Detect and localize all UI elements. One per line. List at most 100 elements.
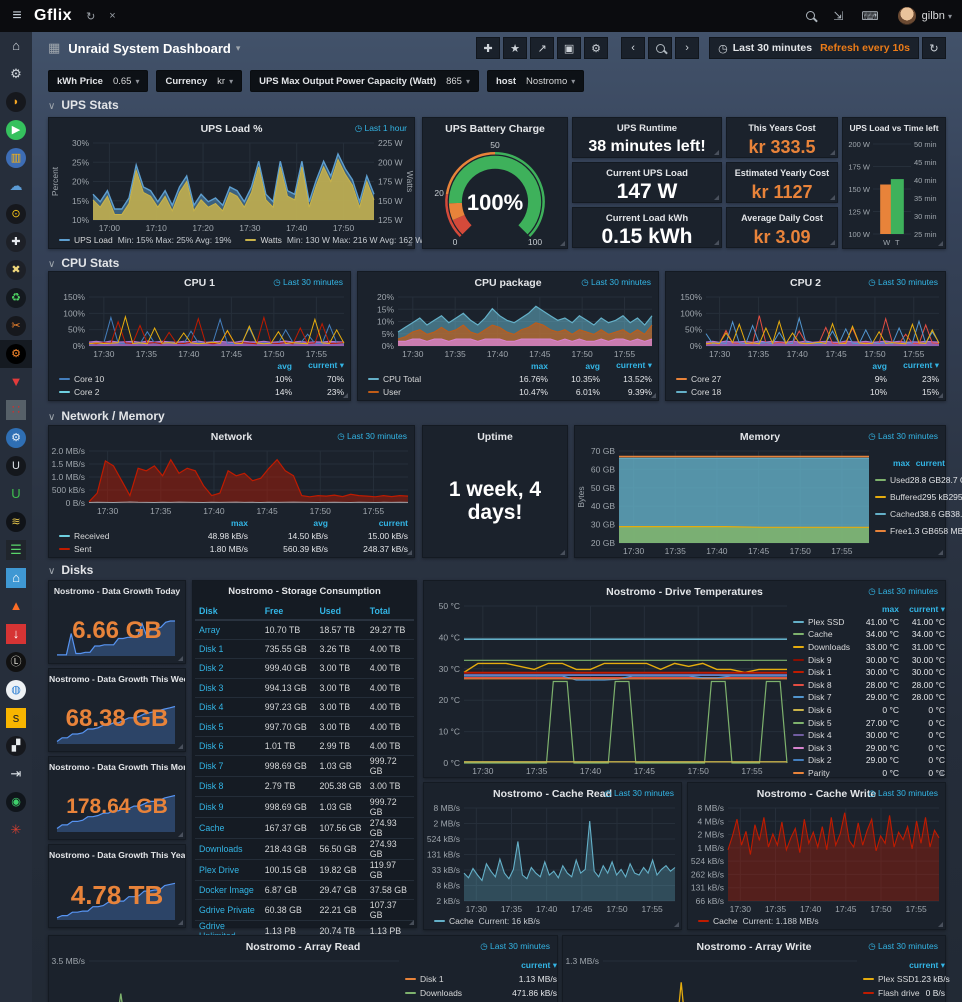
dashboard-title[interactable]: Unraid System Dashboard xyxy=(68,40,231,56)
series-label[interactable]: Flash drive xyxy=(863,988,920,998)
storage-col-header[interactable]: Disk xyxy=(195,603,261,621)
legend-sort-header[interactable]: current ▾ xyxy=(909,603,945,614)
time-shift-left-button[interactable]: ‹ xyxy=(621,37,646,59)
bar-W[interactable] xyxy=(880,184,894,235)
sidebar-item-app-radarr-icon[interactable]: ◗ xyxy=(0,88,32,116)
keyboard-shortcuts-icon[interactable]: ⌨ xyxy=(861,9,879,23)
disk-name-cell[interactable]: Disk 3 xyxy=(195,678,261,699)
array-read-chart[interactable]: 3.5 MB/s3.0 MB/s2.5 MB/s xyxy=(49,956,405,1002)
sidebar-item-app-cloud-icon[interactable]: ☁ xyxy=(0,172,32,200)
panel-title[interactable]: This Years Cost xyxy=(748,123,816,133)
user-avatar[interactable] xyxy=(897,7,916,25)
legend-sort-header[interactable]: current xyxy=(378,517,408,528)
sidebar-item-app-tautulli-icon[interactable]: ▥ xyxy=(0,144,32,172)
cpu1-chart[interactable]: 150% 100% 50% 0% 17:30 17:35 17:40 17:45 17:50 17… xyxy=(49,292,350,360)
legend-sort-header[interactable]: max xyxy=(530,360,548,371)
user-menu[interactable]: gilbn ▾ xyxy=(921,10,952,22)
series-label[interactable]: Cache xyxy=(793,629,853,639)
panel-title[interactable]: Nostromo - Array Write xyxy=(696,941,812,953)
share-dashboard-button[interactable]: ↗ xyxy=(530,37,555,59)
panel-title[interactable]: Nostromo - Array Read xyxy=(245,941,361,953)
panel-title[interactable]: Network xyxy=(210,431,253,443)
panel-title[interactable]: Current Load kWh xyxy=(605,213,689,224)
series-label[interactable]: Parity xyxy=(793,768,853,778)
memory-chart[interactable]: 70 GB 60 GB 50 GB 40 GB 30 GB 20 GB Bytes 17:30… xyxy=(575,446,875,557)
panel-title[interactable]: UPS Load % xyxy=(200,123,263,135)
legend-sort-header[interactable]: max xyxy=(881,604,899,615)
series-label[interactable]: Downloads xyxy=(793,642,853,652)
series-label[interactable]: Buffered xyxy=(875,492,922,502)
legend-sort-header[interactable]: current ▾ xyxy=(903,360,939,370)
variable-kwh-price[interactable]: kWh Price 0.65 ▾ xyxy=(48,70,149,92)
storage-col-header[interactable]: Free xyxy=(260,603,316,621)
sidebar-item-app-cluster-icon[interactable]: ∷ xyxy=(0,396,32,424)
nav-refresh-icon[interactable]: ↻ xyxy=(86,10,96,23)
legend-sort-header[interactable]: max xyxy=(892,457,910,468)
star-dashboard-button[interactable]: ★ xyxy=(503,37,528,59)
legend-sort-header[interactable]: current xyxy=(915,457,945,468)
save-dashboard-button[interactable]: ▣ xyxy=(557,37,582,59)
variable-currency[interactable]: Currency kr ▾ xyxy=(156,70,243,92)
legend-sort-header[interactable]: avg xyxy=(585,360,600,371)
dashboard-settings-button[interactable]: ⚙ xyxy=(584,37,609,59)
sidebar-item-app-sonarr-icon[interactable]: ▶ xyxy=(0,116,32,144)
sidebar-item-app-github-icon[interactable]: ◉ xyxy=(0,788,32,816)
panel-title[interactable]: Nostromo - Cache Read xyxy=(492,788,613,800)
series-label[interactable]: Disk 2 xyxy=(793,755,853,765)
series-label[interactable]: Disk 5 xyxy=(793,718,853,728)
panel-time-range[interactable]: ◷ Last 30 minutes xyxy=(337,431,407,441)
series-label[interactable]: Received xyxy=(59,531,168,541)
series-label[interactable]: Core 27 xyxy=(676,374,835,384)
hamburger-menu-icon[interactable]: ≡ xyxy=(12,7,22,24)
series-label[interactable]: Disk 9 xyxy=(793,655,853,665)
panel-title[interactable]: Current UPS Load xyxy=(606,168,688,179)
storage-col-header[interactable]: Used xyxy=(315,603,366,621)
network-chart[interactable]: 2.0 MB/s 1.5 MB/s 1.0 MB/s 500 kB/s 0 B/s 17:… xyxy=(49,446,414,517)
legend-sort-header[interactable]: current ▾ xyxy=(308,360,344,370)
sidebar-item-app-lazylibrarian-icon[interactable]: Ⓛ xyxy=(0,648,32,676)
drive-temps-chart[interactable]: 50 °C 40 °C 30 °C 20 °C 10 °C 0 °C 17:30 17:35 1… xyxy=(424,601,793,777)
sidebar-item-app-search-icon[interactable]: ⊙ xyxy=(0,200,32,228)
disk-name-cell[interactable]: Plex Drive xyxy=(195,859,261,881)
time-shift-right-button[interactable]: › xyxy=(675,37,700,59)
panel-time-range[interactable]: ◷ Last 30 minutes xyxy=(868,788,938,798)
series-label[interactable]: Core 2 xyxy=(59,387,240,397)
variable-ups-max-output-power-capacity-watt-[interactable]: UPS Max Output Power Capacity (Watt) 865 ▾ xyxy=(250,70,479,92)
panel-title[interactable]: CPU 1 xyxy=(184,277,215,289)
bar-T[interactable] xyxy=(890,179,904,234)
panel-title[interactable]: Nostromo - Data Growth This Month xyxy=(49,762,185,772)
sidebar-item-home-icon[interactable]: ⌂ xyxy=(0,32,32,60)
disk-name-cell[interactable]: Disk 7 xyxy=(195,755,261,778)
panel-title[interactable]: Nostromo - Data Growth This Week xyxy=(49,674,185,684)
series-label[interactable]: Disk 1 xyxy=(793,667,853,677)
legend-sort-header[interactable]: avg xyxy=(313,517,328,528)
search-icon[interactable] xyxy=(806,9,816,23)
series-label[interactable]: Disk 3 xyxy=(793,743,853,753)
panel-title[interactable]: Nostromo - Data Growth Today xyxy=(53,586,181,596)
series-label[interactable]: Disk 7 xyxy=(793,692,853,702)
section-network-memory[interactable]: ∨ Network / Memory xyxy=(48,409,165,423)
sidebar-item-app-drop-icon[interactable]: ◍ xyxy=(0,676,32,704)
series-label[interactable]: Plex SSD xyxy=(863,974,914,984)
sidebar-item-app-shield-icon[interactable]: ▼ xyxy=(0,368,32,396)
cache-write-chart[interactable]: 8 MB/s 4 MB/s 2 MB/s 1 MB/s 524 kB/s 262 kB/s… xyxy=(688,803,945,915)
series-label[interactable]: Cache xyxy=(449,916,474,926)
sidebar-item-app-ubiquiti-icon[interactable]: U xyxy=(0,452,32,480)
panel-time-range[interactable]: ◷ Last 30 minutes xyxy=(581,277,651,287)
disk-name-cell[interactable]: Cache xyxy=(195,817,261,839)
series-label[interactable]: Core 10 xyxy=(59,374,240,384)
panel-time-range[interactable]: ◷ Last 30 minutes xyxy=(480,941,550,951)
sidebar-item-app-unraid-icon[interactable]: U xyxy=(0,480,32,508)
legend-sort-header[interactable]: max xyxy=(230,517,248,528)
panel-time-range[interactable]: ◷ Last 30 minutes xyxy=(868,941,938,951)
cache-read-chart[interactable]: 8 MB/s 2 MB/s 524 kB/s 131 kB/s 33 kB/s 8 kB/… xyxy=(424,803,681,915)
series-label[interactable]: Disk 1 xyxy=(405,974,495,984)
legend-sort-header[interactable]: avg xyxy=(872,360,887,371)
panel-title[interactable]: CPU package xyxy=(474,277,542,289)
legend-sort-header[interactable]: current ▾ xyxy=(616,360,652,370)
fullscreen-icon[interactable]: ⇲ xyxy=(833,9,844,23)
panel-title[interactable]: UPS Battery Charge xyxy=(445,123,545,135)
sidebar-item-app-burger-icon[interactable]: ≋ xyxy=(0,508,32,536)
series-label[interactable]: Disk 6 xyxy=(793,705,853,715)
sidebar-item-app-download-icon[interactable]: ↓ xyxy=(0,620,32,648)
